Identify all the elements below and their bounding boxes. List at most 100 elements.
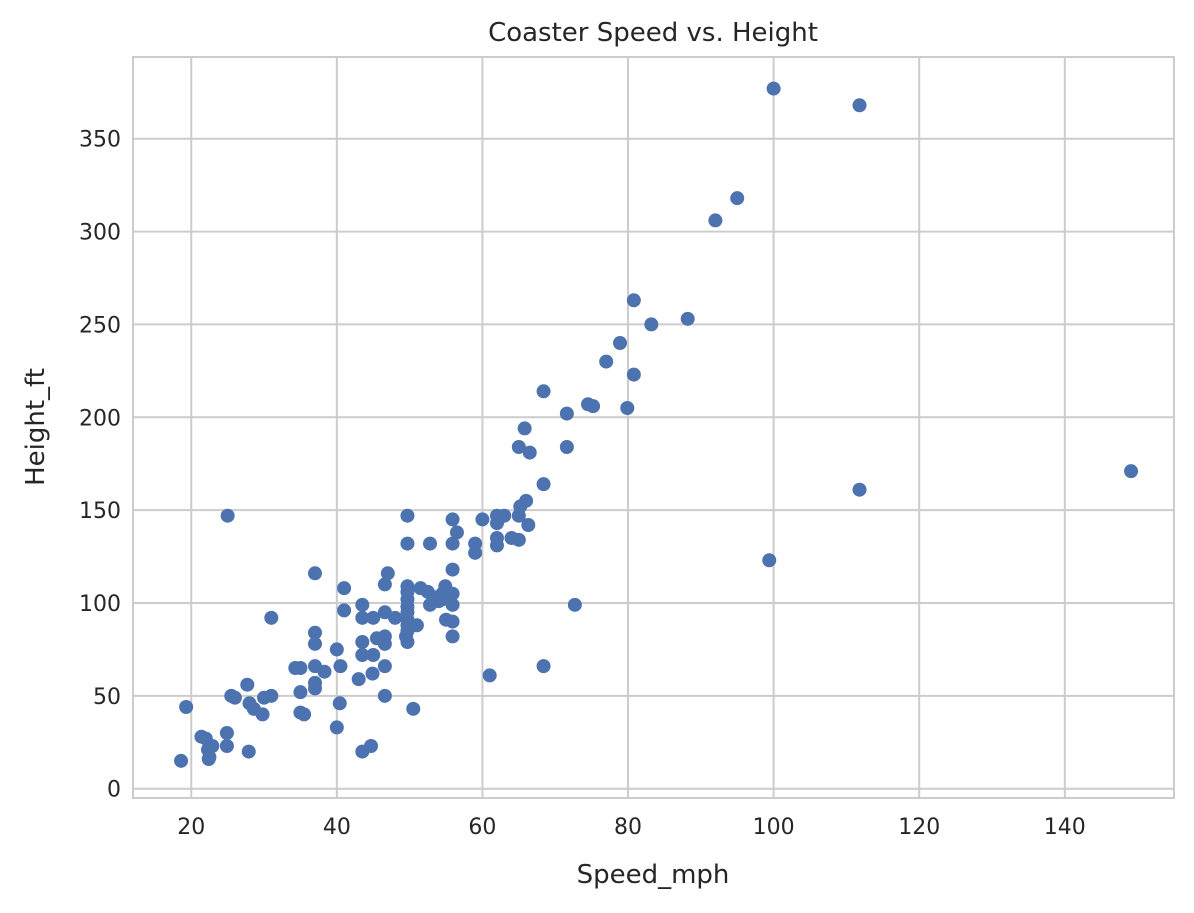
- data-point: [388, 610, 403, 625]
- data-point: [255, 707, 270, 722]
- data-point: [586, 399, 601, 414]
- x-tick-label: 80: [614, 815, 642, 840]
- x-tick-labels: 20 40 60 80 100 120 140: [177, 815, 1086, 840]
- data-point: [536, 659, 551, 674]
- data-point: [241, 744, 256, 759]
- data-point: [445, 586, 460, 601]
- data-point: [406, 701, 421, 716]
- data-point: [536, 384, 551, 399]
- data-point: [264, 610, 279, 625]
- y-tick-label: 50: [93, 685, 121, 710]
- data-point: [644, 317, 659, 332]
- data-point: [307, 636, 322, 651]
- data-point: [202, 750, 217, 765]
- chart-title: Coaster Speed vs. Height: [488, 18, 818, 48]
- data-point: [240, 677, 255, 692]
- data-point: [409, 618, 424, 633]
- plot-area-frame: [132, 56, 1175, 799]
- data-point: [626, 293, 641, 308]
- data-point: [445, 536, 460, 551]
- data-point: [511, 440, 526, 454]
- data-point: [519, 493, 534, 508]
- data-point: [445, 512, 460, 527]
- data-point: [355, 648, 370, 662]
- y-tick-label: 200: [79, 406, 121, 431]
- data-point: [174, 753, 189, 768]
- data-point: [297, 707, 312, 722]
- data-point: [205, 739, 220, 753]
- data-point: [365, 666, 380, 681]
- data-point: [852, 98, 867, 113]
- y-tick-labels: 0 50 100 150 200 250 300 350: [79, 128, 121, 803]
- data-point: [337, 603, 352, 618]
- data-point: [355, 610, 370, 625]
- data-point: [307, 675, 322, 690]
- y-tick-label: 150: [79, 499, 121, 524]
- data-point: [559, 440, 574, 454]
- data-point: [355, 597, 370, 612]
- data-point: [337, 581, 352, 596]
- data-point: [521, 518, 536, 532]
- x-tick-label: 40: [323, 815, 351, 840]
- data-point: [511, 532, 526, 547]
- data-point: [445, 629, 460, 644]
- data-point: [762, 553, 777, 568]
- data-point: [264, 688, 279, 703]
- data-point: [620, 401, 635, 415]
- data-point: [708, 213, 723, 228]
- data-point: [355, 635, 370, 649]
- data-point: [445, 597, 460, 612]
- data-points: [174, 81, 1139, 768]
- data-point: [293, 685, 308, 700]
- data-point: [333, 659, 348, 674]
- x-tick-label: 120: [898, 815, 940, 840]
- data-point: [400, 508, 415, 523]
- data-point: [522, 445, 537, 460]
- data-point: [332, 696, 347, 711]
- data-point: [307, 625, 322, 640]
- data-point: [445, 562, 460, 577]
- data-point: [536, 477, 551, 492]
- y-tick-label: 100: [79, 592, 121, 617]
- data-point: [468, 536, 483, 551]
- data-point: [599, 354, 614, 369]
- data-point: [613, 336, 628, 350]
- data-point: [366, 610, 381, 625]
- y-tick-label: 0: [107, 778, 121, 803]
- data-point: [517, 421, 532, 436]
- y-tick-label: 350: [79, 128, 121, 153]
- data-point: [1124, 464, 1139, 479]
- data-point: [475, 512, 490, 527]
- data-point: [766, 81, 781, 96]
- data-point: [377, 605, 392, 620]
- data-point: [377, 629, 392, 644]
- data-point: [293, 661, 308, 675]
- data-point: [227, 690, 242, 705]
- data-point: [220, 508, 235, 523]
- data-point: [219, 739, 234, 753]
- data-point: [730, 191, 745, 206]
- data-point: [400, 635, 415, 649]
- data-point: [377, 577, 392, 592]
- data-point: [329, 720, 344, 735]
- data-point: [400, 579, 415, 594]
- data-point: [364, 739, 379, 753]
- data-point: [380, 566, 395, 581]
- data-point: [482, 668, 497, 683]
- data-point: [489, 531, 504, 545]
- data-point: [317, 664, 332, 679]
- data-point: [852, 482, 867, 497]
- y-axis-label: Height_ft: [21, 368, 51, 486]
- y-tick-label: 250: [79, 313, 121, 338]
- data-point: [559, 406, 574, 421]
- data-point: [680, 311, 695, 326]
- data-point: [377, 659, 392, 674]
- data-point: [219, 726, 234, 740]
- data-point: [497, 508, 512, 523]
- x-tick-label: 100: [753, 815, 795, 840]
- x-tick-label: 20: [177, 815, 205, 840]
- data-point: [179, 700, 194, 714]
